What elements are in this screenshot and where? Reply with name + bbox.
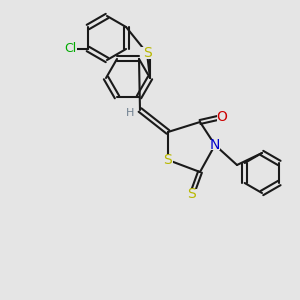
FancyBboxPatch shape: [163, 155, 173, 165]
FancyBboxPatch shape: [217, 112, 227, 122]
Text: S: S: [164, 153, 172, 167]
Text: S: S: [188, 187, 196, 201]
Text: N: N: [210, 138, 220, 152]
FancyBboxPatch shape: [141, 47, 153, 59]
Text: H: H: [126, 108, 134, 118]
FancyBboxPatch shape: [187, 189, 197, 199]
Text: S: S: [142, 46, 152, 60]
Text: O: O: [217, 110, 227, 124]
Text: Cl: Cl: [64, 43, 76, 56]
FancyBboxPatch shape: [63, 44, 77, 54]
FancyBboxPatch shape: [210, 140, 220, 150]
